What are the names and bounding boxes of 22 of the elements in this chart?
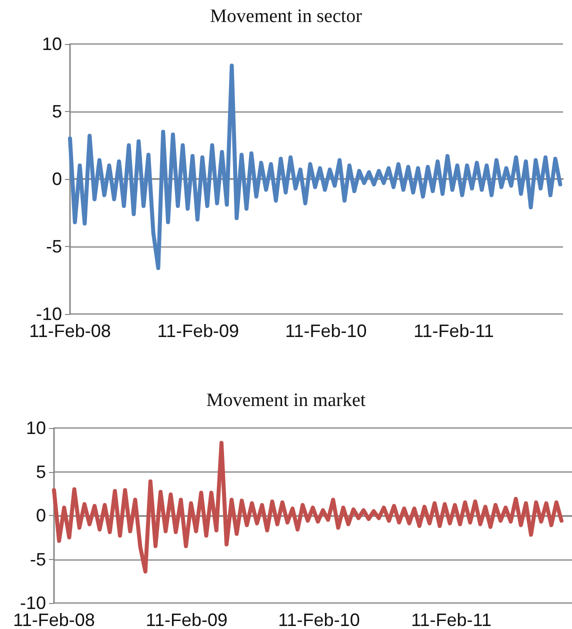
- y-tick-label: 10: [42, 34, 62, 54]
- y-tick-label: 5: [52, 102, 62, 122]
- y-tick-label: -5: [46, 236, 62, 256]
- y-tick-label: 0: [52, 169, 62, 189]
- y-tick-label: -10: [36, 304, 62, 324]
- y-tick-label: 10: [26, 418, 46, 438]
- line-series: [52, 440, 564, 574]
- x-tick-label: 11-Feb-10: [285, 321, 367, 341]
- line-series: [68, 64, 562, 270]
- y-tick-label: -10: [20, 593, 46, 613]
- chart-title: Movement in market: [206, 390, 366, 411]
- x-tick-label: 11-Feb-09: [157, 321, 240, 341]
- x-tick-label: 11-Feb-09: [146, 610, 228, 629]
- x-tick-label: 11-Feb-11: [414, 321, 494, 341]
- x-tick-label: 11-Feb-10: [278, 610, 360, 629]
- x-tick-label: 11-Feb-11: [411, 610, 492, 629]
- x-tick-label: 11-Feb-08: [29, 321, 111, 341]
- y-tick-label: -5: [30, 549, 46, 570]
- y-tick-label: 0: [36, 506, 46, 526]
- y-tick-label: 5: [36, 462, 46, 482]
- x-tick-label: 11-Feb-08: [13, 610, 95, 629]
- chart-title: Movement in sector: [210, 6, 363, 27]
